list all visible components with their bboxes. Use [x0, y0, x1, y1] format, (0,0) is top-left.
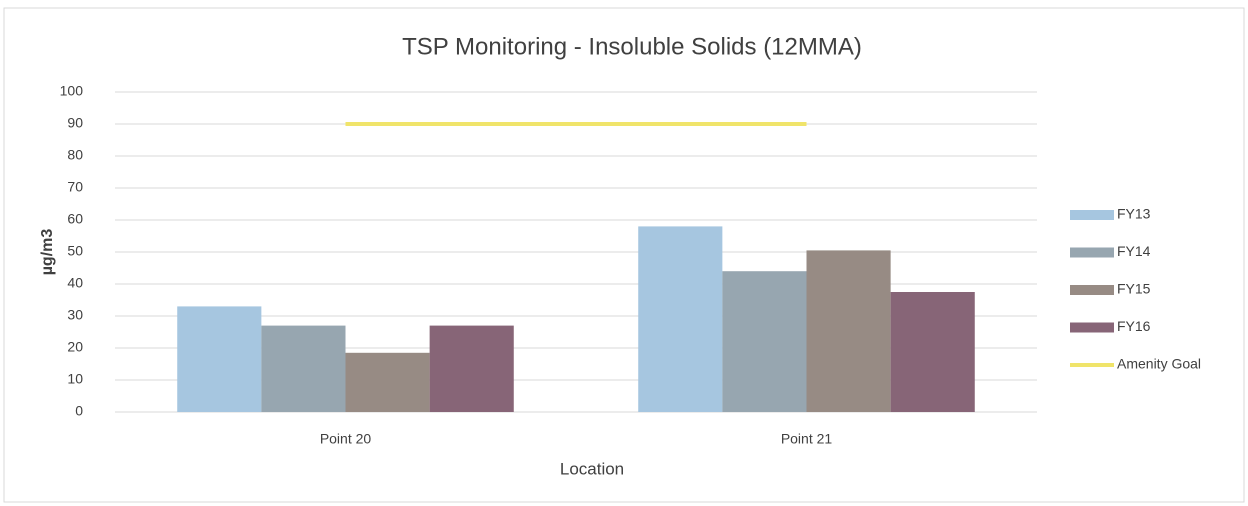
- legend-label: FY16: [1117, 318, 1151, 334]
- y-tick-label: 20: [67, 339, 83, 355]
- y-tick-label: 90: [67, 115, 83, 131]
- y-tick-label: 10: [67, 371, 83, 387]
- legend-label: FY14: [1117, 243, 1151, 259]
- bar: [177, 306, 262, 412]
- x-tick-label: Point 21: [781, 431, 833, 447]
- bar: [345, 352, 430, 412]
- chart-border: [3, 7, 1245, 503]
- bar: [429, 325, 514, 412]
- x-tick-label: Point 20: [320, 431, 372, 447]
- y-tick-label: 50: [67, 243, 83, 259]
- legend-swatch: [1070, 247, 1114, 258]
- chart-title: TSP Monitoring - Insoluble Solids (12MMA…: [402, 33, 862, 60]
- legend-swatch: [1070, 285, 1114, 295]
- bar: [261, 325, 346, 412]
- bar: [722, 271, 807, 412]
- y-tick-label: 60: [67, 211, 83, 227]
- y-tick-label: 100: [60, 83, 84, 99]
- x-axis-label: Location: [560, 459, 624, 478]
- bar: [806, 250, 891, 412]
- y-tick-label: 40: [67, 275, 83, 291]
- bar: [638, 226, 723, 412]
- legend-swatch: [1070, 210, 1114, 220]
- y-tick-label: 80: [67, 147, 83, 163]
- legend-label: FY15: [1117, 281, 1151, 297]
- y-tick-label: 70: [67, 179, 83, 195]
- legend-label: FY13: [1117, 206, 1151, 222]
- bar: [890, 292, 975, 412]
- legend-swatch: [1070, 322, 1114, 333]
- y-tick-label: 30: [67, 307, 83, 323]
- y-axis-label: µg/m3: [39, 229, 56, 276]
- y-tick-label: 0: [75, 403, 83, 419]
- legend-label: Amenity Goal: [1117, 356, 1201, 372]
